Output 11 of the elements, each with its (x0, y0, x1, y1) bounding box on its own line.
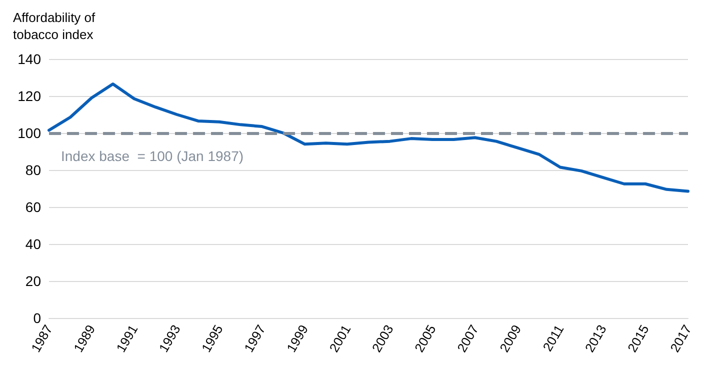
y-tick-label: 120 (18, 88, 42, 104)
y-tick-label: 20 (25, 273, 42, 289)
y-tick-label: 0 (33, 310, 42, 326)
y-axis-title: Affordability of tobacco index (13, 10, 99, 42)
y-tick-label: 100 (18, 125, 42, 141)
y-tick-label: 60 (25, 199, 42, 215)
y-tick-label: 40 (25, 236, 42, 252)
line-series (48, 82, 690, 193)
y-tick-label: 140 (18, 51, 42, 67)
ref-line-label: Index base = 100 (Jan 1987) (61, 148, 244, 164)
y-tick-label: 80 (25, 162, 42, 178)
